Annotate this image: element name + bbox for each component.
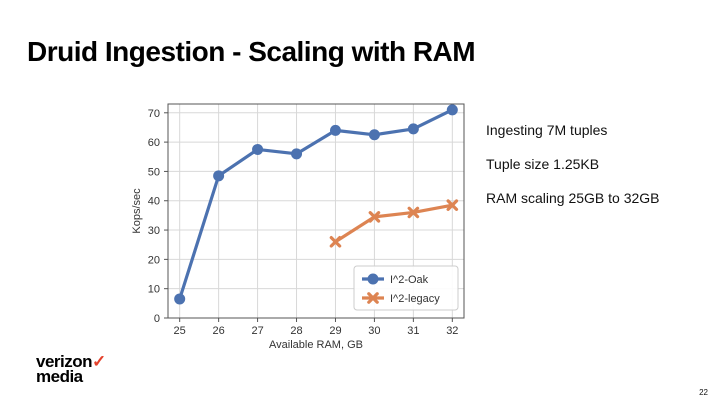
y-axis-label: Kops/sec [131,188,143,234]
x-tick-label: 28 [290,325,302,337]
x-tick-label: 29 [329,325,341,337]
legend-label: I^2-Oak [390,274,429,286]
data-point-series-0 [213,170,225,182]
marker-x-stroke [368,211,381,223]
data-point-series-1 [329,235,342,248]
bullet-item: RAM scaling 25GB to 32GB [486,190,660,206]
line-chart-svg: 0 10 20 30 40 50 60 70 25 26 27 28 29 30 31 32 Available… [131,103,465,351]
y-tick-label: 70 [148,108,160,120]
data-point-series-0 [446,104,458,116]
data-point-series-1 [407,206,420,219]
y-tick-label: 0 [154,313,160,325]
marker-x-stroke [407,206,420,219]
bullet-item: Tuple size 1.25KB [486,156,600,172]
legend-swatch-marker [367,273,379,285]
x-tick-label: 32 [446,325,458,337]
y-tick-label: 10 [148,284,160,296]
series-line-1 [334,203,453,244]
x-tick-label: 25 [174,325,186,337]
data-point-series-0 [291,148,303,160]
legend-label: I^2-legacy [390,293,440,305]
logo-text-verizon: verizon [36,352,93,371]
data-point-series-0 [407,123,419,135]
data-point-series-0 [329,124,341,136]
data-point-series-1 [446,199,459,211]
data-point-series-0 [368,129,380,141]
x-tick-label: 30 [368,325,380,337]
bullet-list: Ingesting 7M tuples Tuple size 1.25KB RA… [486,122,716,224]
x-tick-label: 31 [407,325,419,337]
data-point-series-0 [174,293,186,305]
x-tick-label: 26 [213,325,225,337]
verizon-media-logo: verizon✓ media [36,352,106,386]
y-tick-label: 50 [148,166,160,178]
y-tick-label: 20 [148,254,160,266]
y-tick-label: 30 [148,225,160,237]
series-line-0 [178,108,454,300]
slide-title: Druid Ingestion - Scaling with RAM [27,36,476,67]
marker-x-stroke [446,199,459,211]
plot-frame [167,103,465,319]
x-axis-label: Available RAM, GB [269,339,363,351]
check-icon: ✓ [92,352,106,371]
y-tick-label: 60 [148,137,160,149]
data-point-series-0 [252,143,264,155]
legend-swatch-marker [367,292,379,304]
data-point-series-1 [368,211,381,223]
logo-text-media: media [36,367,83,386]
y-tick-label: 40 [148,196,160,208]
chart: 0 10 20 30 40 50 60 70 25 26 27 28 29 30 31 32 Available… [128,96,472,358]
x-tick-label: 27 [251,325,263,337]
page-number: 22 [699,388,708,397]
marker-x-stroke [329,235,342,248]
marker-x-stroke [367,292,379,304]
bullet-item: Ingesting 7M tuples [486,122,608,138]
